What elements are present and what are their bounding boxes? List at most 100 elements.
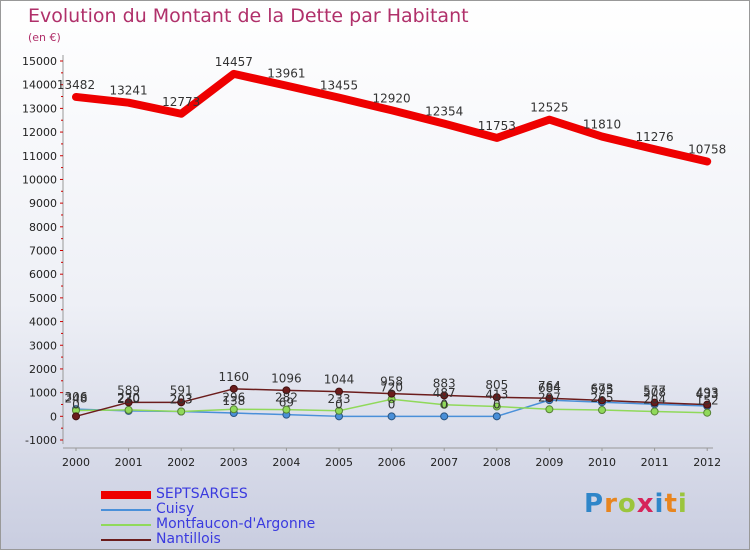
data-label-montfaucon-d-argonne: 720 — [380, 380, 403, 394]
data-point-cuisy — [440, 412, 449, 421]
data-point-montfaucon-d-argonne — [229, 405, 238, 414]
data-point-nantillois — [282, 386, 291, 395]
data-label-nantillois: 493 — [696, 386, 719, 400]
logo-letter: x — [636, 489, 655, 519]
data-point-montfaucon-d-argonne — [492, 402, 501, 411]
data-label-montfaucon-d-argonne: 204 — [643, 392, 666, 406]
data-point-montfaucon-d-argonne — [650, 407, 659, 416]
data-label-nantillois: 577 — [643, 384, 666, 398]
x-tick-label: 2011 — [641, 456, 669, 469]
y-tick-label: 2000 — [29, 363, 57, 376]
y-tick-label: 3000 — [29, 339, 57, 352]
data-label-septsarges: 12525 — [530, 101, 568, 115]
data-point-nantillois — [440, 391, 449, 400]
data-point-montfaucon-d-argonne — [124, 405, 133, 414]
data-label-nantillois: 589 — [117, 383, 140, 397]
data-point-nantillois — [545, 394, 554, 403]
x-tick-label: 2009 — [535, 456, 563, 469]
y-tick-label: 9000 — [29, 197, 57, 210]
y-tick-label: 4000 — [29, 316, 57, 329]
y-tick-label: 11000 — [22, 150, 57, 163]
data-label-cuisy: 0 — [388, 397, 396, 411]
legend-label-nantillois: Nantillois — [156, 531, 221, 547]
x-tick-label: 2006 — [378, 456, 406, 469]
data-label-septsarges: 12920 — [373, 91, 411, 105]
legend-swatch-cuisy — [101, 509, 151, 511]
logo-letter: r — [604, 489, 618, 519]
y-tick-label: 5000 — [29, 292, 57, 305]
proxiti-logo: Proxiti — [584, 489, 688, 519]
y-tick-label: 12000 — [22, 126, 57, 139]
data-label-cuisy: 433 — [696, 387, 719, 401]
x-tick-label: 2012 — [693, 456, 721, 469]
data-label-septsarges: 10758 — [688, 142, 726, 156]
legend-swatch-nantillois — [101, 539, 151, 541]
data-label-septsarges: 12773 — [162, 95, 200, 109]
data-label-cuisy: 138 — [222, 394, 245, 408]
data-label-nantillois: 1044 — [324, 373, 355, 387]
data-point-nantillois — [387, 389, 396, 398]
data-point-nantillois — [177, 398, 186, 407]
data-label-cuisy: 595 — [591, 383, 614, 397]
logo-letter: i — [677, 489, 688, 519]
chart-title: Evolution du Montant de la Dette par Hab… — [28, 5, 469, 27]
data-point-montfaucon-d-argonne — [335, 406, 343, 415]
data-label-cuisy: 69 — [279, 396, 294, 410]
data-point-nantillois — [650, 398, 659, 407]
data-label-montfaucon-d-argonne: 233 — [328, 392, 351, 406]
data-label-montfaucon-d-argonne: 248 — [65, 391, 88, 405]
legend-label-septsarges: SEPTSARGES — [156, 486, 248, 502]
data-label-cuisy: 508 — [643, 385, 666, 399]
x-tick-label: 2007 — [430, 456, 458, 469]
logo-letter: t — [664, 489, 678, 519]
data-label-septsarges: 13482 — [57, 78, 95, 92]
series-line-septsarges — [72, 69, 712, 166]
data-label-cuisy: 230 — [117, 392, 140, 406]
data-label-nantillois: 883 — [433, 376, 456, 390]
data-label-montfaucon-d-argonne: 270 — [117, 391, 140, 405]
y-tick-label: 0 — [50, 410, 57, 423]
data-label-septsarges: 12354 — [425, 105, 463, 119]
data-label-nantillois: 673 — [591, 381, 614, 395]
data-point-cuisy — [492, 412, 501, 421]
y-tick-label: 6000 — [29, 268, 57, 281]
data-label-cuisy: 306 — [65, 390, 88, 404]
data-label-septsarges: 11753 — [478, 119, 516, 133]
legend-swatch-septsarges — [101, 491, 151, 499]
legend-label-montfaucon-d-argonne: Montfaucon-d'Argonne — [156, 516, 316, 532]
data-label-cuisy: 684 — [538, 381, 561, 395]
data-label-montfaucon-d-argonne: 203 — [170, 393, 193, 407]
data-label-cuisy: 0 — [493, 397, 501, 411]
data-label-montfaucon-d-argonne: 152 — [696, 394, 719, 408]
data-point-nantillois — [229, 384, 238, 393]
data-label-montfaucon-d-argonne: 487 — [433, 386, 456, 400]
data-label-septsarges: 14457 — [215, 55, 253, 69]
data-label-septsarges: 11276 — [636, 130, 674, 144]
data-label-nantillois: 958 — [380, 375, 403, 389]
data-label-septsarges: 11810 — [583, 118, 621, 132]
y-tick-label: 7000 — [29, 245, 57, 258]
logo-letter: o — [617, 489, 637, 519]
data-label-montfaucon-d-argonne: 282 — [275, 391, 298, 405]
chart-unit-label: (en €) — [28, 31, 61, 44]
data-point-nantillois — [335, 387, 343, 396]
legend-swatch-montfaucon-d-argonne — [101, 524, 151, 526]
x-tick-label: 2005 — [325, 456, 353, 469]
data-label-nantillois: 805 — [485, 378, 508, 392]
data-label-cuisy: 0 — [335, 397, 343, 411]
data-label-nantillois: 591 — [170, 383, 193, 397]
x-tick-label: 2000 — [62, 456, 90, 469]
data-label-cuisy: 203 — [170, 393, 193, 407]
data-point-nantillois — [598, 396, 606, 405]
y-tick-label: 8000 — [29, 221, 57, 234]
x-tick-label: 2001 — [115, 456, 143, 469]
data-label-septsarges: 13455 — [320, 79, 358, 93]
x-tick-label: 2010 — [588, 456, 616, 469]
logo-letter: i — [654, 489, 665, 519]
x-tick-label: 2003 — [220, 456, 248, 469]
y-tick-label: -1000 — [25, 434, 57, 447]
logo-letter: P — [584, 489, 605, 519]
x-tick-label: 2008 — [483, 456, 511, 469]
